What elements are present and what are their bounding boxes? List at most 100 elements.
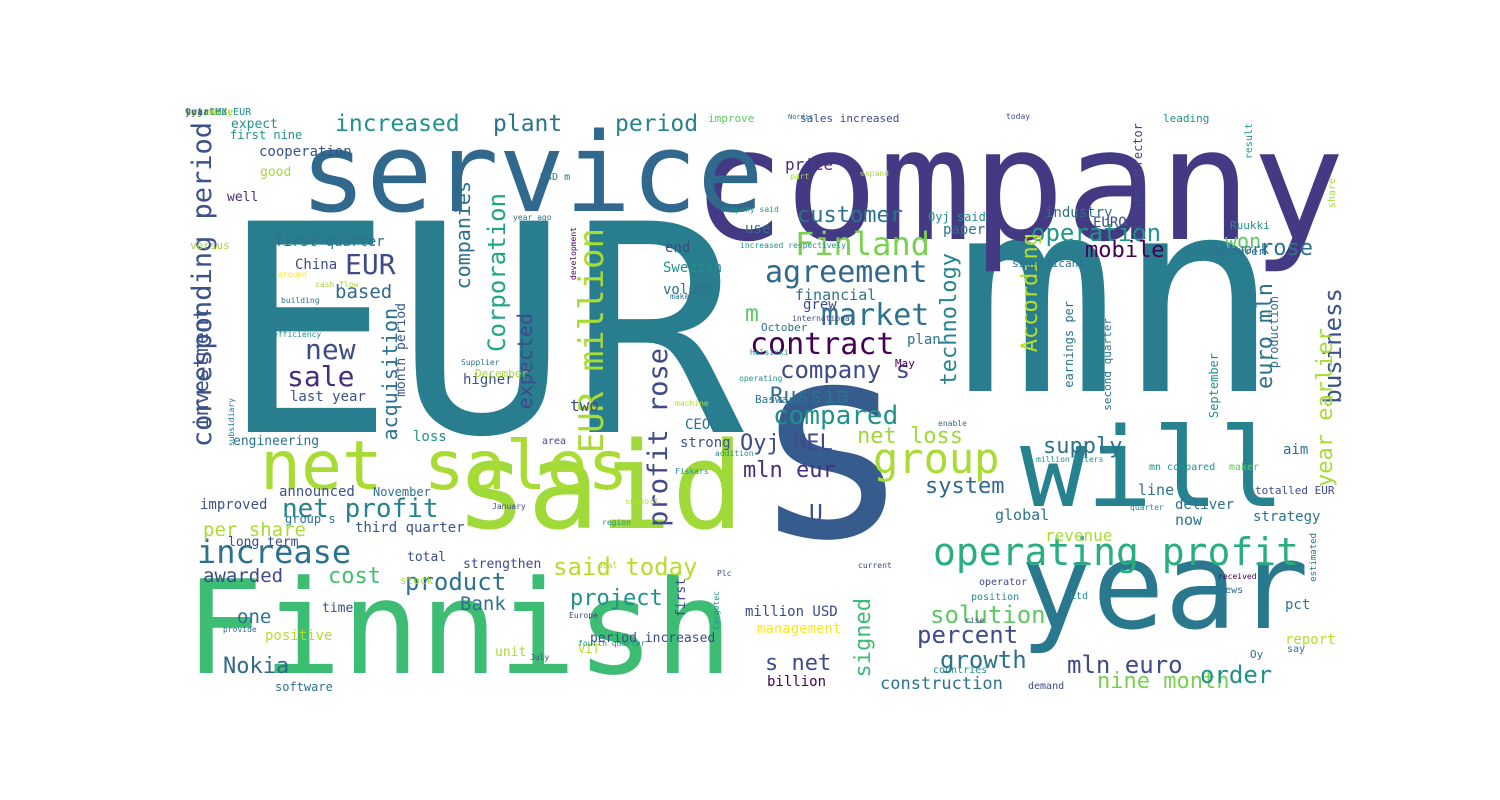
word-based: based bbox=[335, 281, 393, 303]
word-first-nine: first nine bbox=[230, 128, 303, 142]
word-building: building bbox=[281, 296, 320, 305]
word-net-profit: net profit bbox=[282, 494, 439, 524]
word-operator: operator bbox=[979, 577, 1028, 588]
word-won: won bbox=[1225, 229, 1262, 253]
word-s-net: s net bbox=[765, 651, 832, 676]
word-s: s bbox=[750, 285, 913, 600]
word-will: will bbox=[1020, 404, 1285, 532]
word-growth: growth bbox=[940, 646, 1027, 674]
word-mobile: mobile bbox=[1085, 238, 1165, 263]
word-enable: enable bbox=[938, 419, 967, 428]
word-basware: Basware bbox=[755, 393, 802, 406]
word-third-quarter: third quarter bbox=[355, 520, 465, 536]
word-mln-eur: mln eur bbox=[743, 458, 836, 483]
word-total: total bbox=[407, 550, 447, 565]
word-received: received bbox=[1218, 572, 1257, 581]
word-cloud: EUR mn company service s said will year Finnish n… bbox=[185, 108, 1345, 693]
word-improved: improved bbox=[200, 497, 268, 513]
word-loss: loss bbox=[413, 429, 447, 445]
word-net-sales: net sales bbox=[260, 427, 629, 506]
word-u: U bbox=[809, 501, 823, 527]
word-group: group bbox=[873, 434, 1000, 483]
word-end: end bbox=[665, 240, 691, 256]
word-cash-flow: cash flow bbox=[315, 280, 359, 289]
word-provide: provide bbox=[223, 625, 257, 634]
word-last-year: last year bbox=[290, 389, 366, 405]
word-euro: EURO bbox=[1093, 215, 1127, 231]
word-project: project bbox=[570, 586, 663, 611]
word-management: management bbox=[757, 621, 842, 637]
word-strong: strong bbox=[680, 435, 731, 451]
word-increase: increase bbox=[197, 533, 352, 571]
word-report: report bbox=[1285, 632, 1336, 648]
word-november: November bbox=[373, 485, 431, 499]
word-technology: technology bbox=[937, 253, 962, 386]
word-current: current bbox=[858, 561, 892, 570]
word-eur: EUR bbox=[220, 164, 744, 501]
word-totalled-eur: totalled EUR bbox=[1255, 484, 1335, 497]
word-m: m bbox=[745, 301, 759, 327]
word-oyj-hel: Oyj HEL bbox=[740, 431, 833, 456]
word-efficiency: efficiency bbox=[273, 330, 322, 339]
word-positive: positive bbox=[265, 628, 333, 644]
word-share: share bbox=[1327, 178, 1338, 209]
word-grew: grew bbox=[803, 297, 837, 313]
word-system: system bbox=[925, 474, 1005, 499]
word-signed: signed bbox=[851, 598, 876, 678]
word-volume: volume bbox=[663, 282, 714, 298]
word-company-said: company said bbox=[721, 205, 779, 214]
word-mn: mn bbox=[955, 140, 1281, 455]
word-deal: deal bbox=[598, 561, 618, 570]
word-say: say bbox=[1287, 644, 1306, 655]
word-billion: billion bbox=[767, 674, 827, 690]
word-long-term: long term bbox=[228, 535, 299, 550]
word-september: September bbox=[1207, 353, 1221, 419]
word-year-ago: year ago bbox=[513, 213, 552, 222]
word-corporation: Corporation bbox=[483, 193, 511, 352]
word-july: July bbox=[530, 653, 550, 662]
word-addition: addition bbox=[715, 449, 754, 458]
word-group-s: group s bbox=[285, 512, 336, 526]
word-countries: countries bbox=[933, 665, 988, 676]
word-cargotec: Cargotec bbox=[712, 591, 721, 630]
word-make: make bbox=[670, 292, 690, 301]
word-oyj-said: Oyj said bbox=[928, 210, 986, 224]
word-period: period bbox=[615, 111, 699, 137]
word-expected: expected bbox=[513, 313, 537, 410]
word-rose: rose bbox=[1260, 236, 1313, 261]
word-pct: pct bbox=[1285, 597, 1311, 613]
word-agreement: agreement bbox=[765, 255, 928, 290]
word-line: line bbox=[1138, 481, 1175, 499]
word-today: today bbox=[1006, 112, 1031, 121]
word-position: position bbox=[971, 592, 1020, 603]
word-plan: plan bbox=[907, 332, 941, 348]
word-increased: increased bbox=[335, 111, 460, 137]
word-expand: expand bbox=[860, 169, 889, 178]
word-earnings-per: earnings per bbox=[1062, 301, 1076, 388]
word-ruukki: Ruukki bbox=[1230, 219, 1270, 232]
word-estimated: estimated bbox=[1309, 533, 1319, 582]
word-january: January bbox=[492, 502, 526, 511]
word-increased-respectively: increased respectively bbox=[740, 241, 846, 250]
word-plant: plant bbox=[493, 111, 563, 137]
word-strengthen: strengthen bbox=[463, 557, 542, 572]
word-million-usd: million USD bbox=[745, 604, 838, 620]
word-development: development bbox=[569, 227, 578, 280]
word-one: one bbox=[237, 606, 272, 628]
word-versus: versus bbox=[190, 239, 230, 252]
word-production: production bbox=[1267, 296, 1281, 369]
word-expect: expect bbox=[231, 117, 278, 132]
word-industry: industry bbox=[1045, 205, 1113, 221]
word-global: global bbox=[995, 506, 1050, 524]
word-leading: leading bbox=[1163, 112, 1210, 125]
word-europe: Europe bbox=[569, 611, 598, 620]
word-nordic: Nordic bbox=[788, 113, 814, 121]
word-solution: solution bbox=[930, 601, 1046, 629]
word-year: year bbox=[1020, 518, 1309, 657]
word-ltd: Ltd bbox=[1070, 591, 1089, 602]
word-machine: machine bbox=[675, 399, 709, 408]
word-estimate: estimate bbox=[185, 108, 234, 118]
word-russia: Russia bbox=[770, 384, 850, 409]
word-second-quarter: second quarter bbox=[1101, 318, 1114, 411]
word-rise: rise bbox=[965, 616, 985, 625]
